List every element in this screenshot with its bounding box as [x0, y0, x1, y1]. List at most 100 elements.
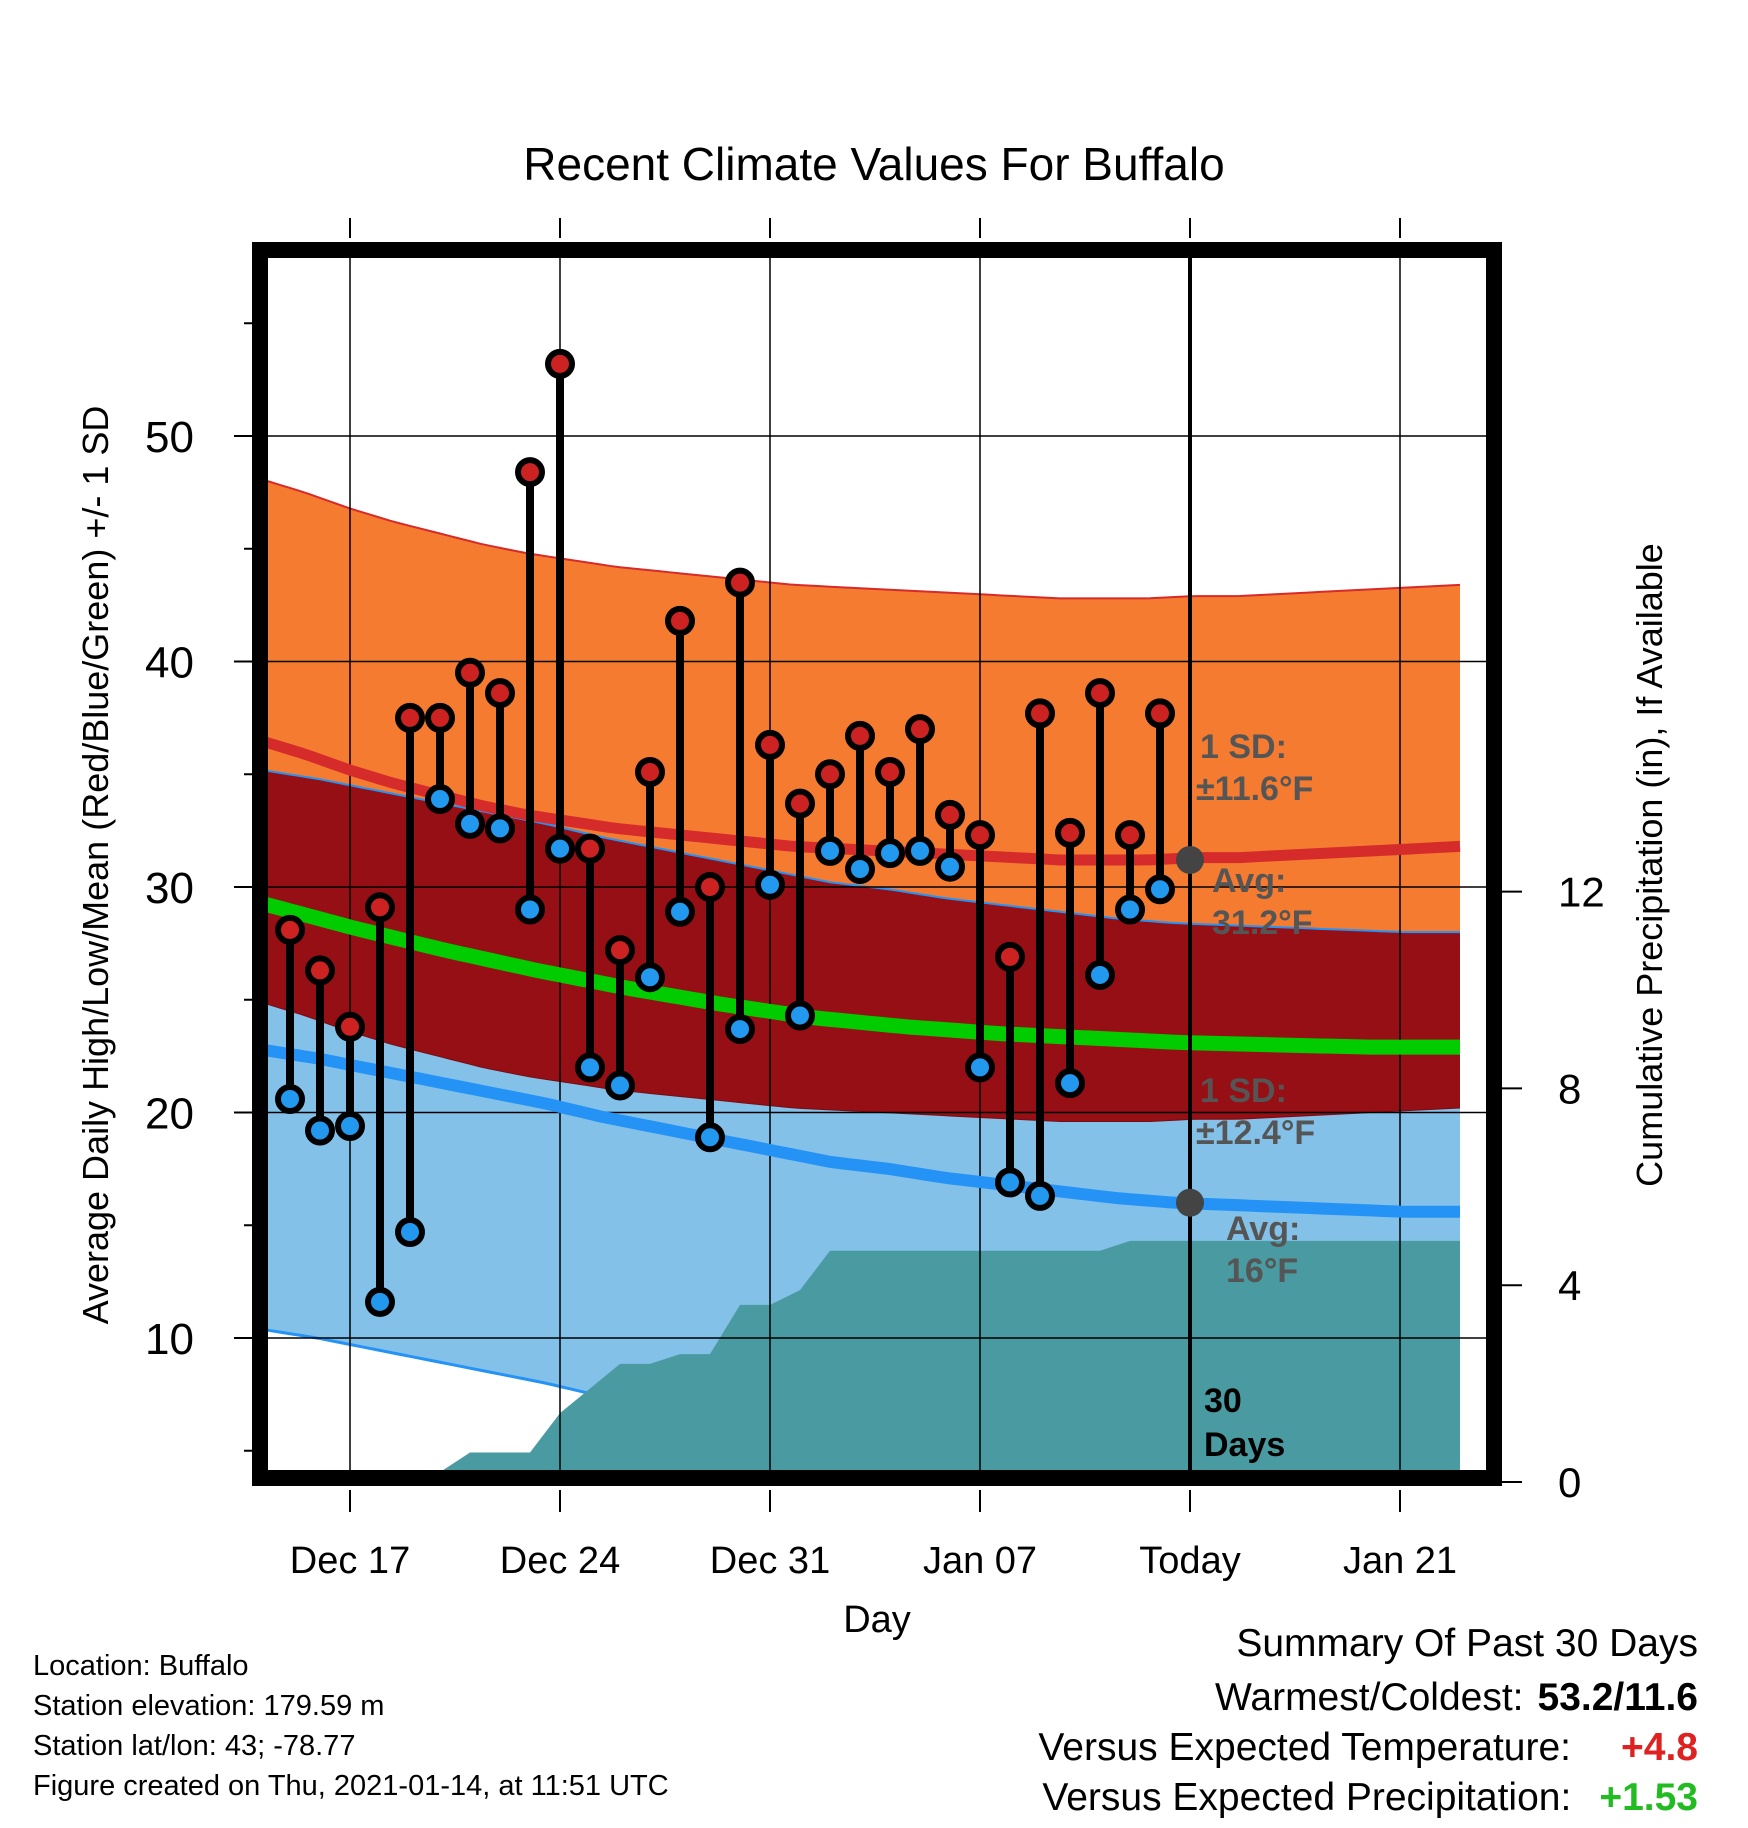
- precip-label: Versus Expected Precipitation:: [1042, 1776, 1572, 1819]
- high-point: [875, 756, 905, 787]
- high-point: [905, 714, 935, 745]
- low-point: [725, 1014, 755, 1045]
- x-tick-label: Dec 31: [710, 1540, 830, 1582]
- high-point: [1055, 817, 1085, 848]
- low-point: [905, 835, 935, 866]
- y-tick-label: 40: [145, 639, 194, 688]
- high-point: [545, 348, 575, 379]
- low-point: [635, 962, 665, 993]
- high-point: [485, 678, 515, 709]
- y-tick-label: 20: [145, 1090, 194, 1139]
- temp-label: Versus Expected Temperature:: [1038, 1726, 1571, 1769]
- y2-tick-label: 0: [1558, 1459, 1581, 1506]
- high-point: [635, 756, 665, 787]
- high-point: [965, 820, 995, 851]
- high-point: [305, 955, 335, 986]
- low-avg-value: 16°F: [1226, 1252, 1298, 1290]
- high-avg-value: 31.2°F: [1212, 904, 1313, 942]
- high-point: [995, 941, 1025, 972]
- low-sd-upper-edge: [260, 768, 1460, 934]
- x-tick-label: Dec 24: [500, 1540, 620, 1582]
- y-tick-label: 30: [145, 864, 194, 913]
- low-point: [1055, 1068, 1085, 1099]
- low-point: [515, 894, 545, 925]
- y-tick-label: 50: [145, 413, 194, 462]
- high-point: [935, 799, 965, 830]
- high-point: [845, 720, 875, 751]
- plot-area: [260, 250, 1494, 1478]
- axes: 10 20 30 40 50 0 4 8 12 Dec 17 Dec 24 Dec 31 Jan 07 T…: [145, 218, 1605, 1582]
- low-point: [1145, 874, 1175, 905]
- y-tick-label: 10: [145, 1315, 194, 1364]
- x-tick-label: Jan 07: [923, 1540, 1037, 1582]
- high-point: [365, 892, 395, 923]
- high-sd-upper-edge: [260, 477, 1461, 600]
- low-point: [1115, 894, 1145, 925]
- days-count-label: 30: [1204, 1382, 1242, 1420]
- high-point: [665, 605, 695, 636]
- high-sd-value: ±11.6°F: [1196, 770, 1313, 808]
- warmest-value: 53.2/11.6: [1537, 1676, 1699, 1719]
- y2-tick-label: 4: [1558, 1262, 1581, 1309]
- low-point: [695, 1122, 725, 1153]
- summary-warmest: Warmest/Coldest: 53.2/11.6: [1215, 1678, 1698, 1717]
- low-point: [605, 1070, 635, 1101]
- low-point: [425, 784, 455, 815]
- low-point: [485, 813, 515, 844]
- low-avg-label: Avg:: [1226, 1210, 1300, 1248]
- y-axis-label: Average Daily High/Low/Mean (Red/Blue/Gr…: [75, 406, 116, 1325]
- low-point: [305, 1115, 335, 1146]
- low-point: [665, 896, 695, 927]
- plot-frame: [252, 242, 1502, 1486]
- location-text: Location: Buffalo: [33, 1650, 249, 1682]
- low-point: [455, 808, 485, 839]
- high-point: [1025, 698, 1055, 729]
- warmest-label: Warmest/Coldest:: [1215, 1676, 1524, 1719]
- low-sd-value: ±12.4°F: [1196, 1114, 1315, 1152]
- high-avg-label: Avg:: [1212, 862, 1286, 900]
- low-normal-line: [260, 1043, 1460, 1218]
- high-sd-lower-edge: [260, 1001, 1461, 1123]
- chart-title: Recent Climate Values For Buffalo: [523, 138, 1224, 190]
- high-point: [1085, 678, 1115, 709]
- low-point: [875, 838, 905, 869]
- x-tick-label: Today: [1139, 1540, 1240, 1582]
- high-point: [575, 833, 605, 864]
- high-point: [815, 759, 845, 790]
- low-point: [815, 835, 845, 866]
- x-axis-label: Day: [843, 1599, 911, 1641]
- low-point: [1085, 959, 1115, 990]
- low-point: [785, 1000, 815, 1031]
- high-point: [785, 788, 815, 819]
- low-point: [395, 1217, 425, 1248]
- precip-value: +1.53: [1599, 1776, 1698, 1819]
- temp-value: +4.8: [1621, 1726, 1698, 1769]
- high-point: [515, 457, 545, 488]
- low-point: [365, 1286, 395, 1317]
- x-tick-label: Jan 21: [1343, 1540, 1457, 1582]
- precip-area: [344, 1240, 1460, 1478]
- high-point: [695, 872, 725, 902]
- low-point: [845, 853, 875, 884]
- low-point: [965, 1052, 995, 1083]
- low-point: [335, 1111, 365, 1142]
- low-avg-marker: [1176, 1188, 1204, 1217]
- low-point: [545, 833, 575, 864]
- y2-tick-label: 12: [1558, 869, 1605, 916]
- low-point: [275, 1083, 305, 1114]
- y2-tick-label: 8: [1558, 1065, 1581, 1112]
- high-point: [1115, 820, 1145, 851]
- high-point: [275, 914, 305, 945]
- high-point: [725, 567, 755, 598]
- high-avg-marker: [1176, 845, 1204, 874]
- latlon-text: Station lat/lon: 43; -78.77: [33, 1730, 356, 1762]
- low-point: [575, 1052, 605, 1083]
- y2-axis-label: Cumulative Precipitation (in), If Availa…: [1629, 543, 1670, 1187]
- days-word-label: Days: [1204, 1426, 1285, 1464]
- mean-normal-line: [260, 895, 1460, 1055]
- high-point: [755, 729, 785, 760]
- elevation-text: Station elevation: 179.59 m: [33, 1690, 385, 1722]
- low-sd-label: 1 SD:: [1200, 1072, 1287, 1110]
- x-tick-label: Dec 17: [290, 1540, 410, 1582]
